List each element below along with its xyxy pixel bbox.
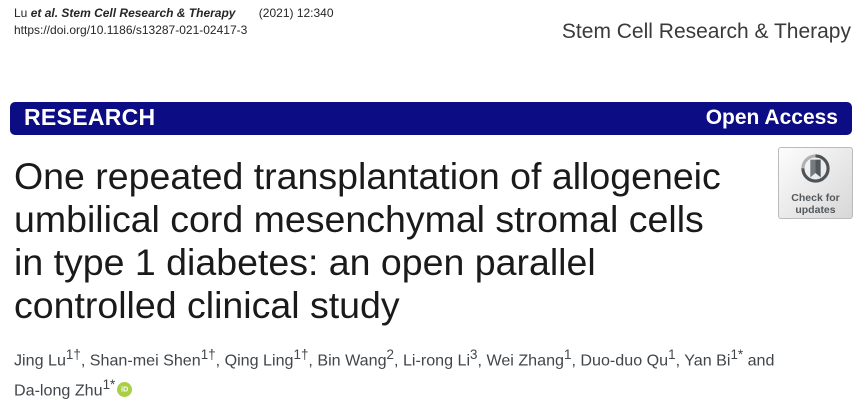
svg-text:iD: iD	[121, 385, 128, 394]
